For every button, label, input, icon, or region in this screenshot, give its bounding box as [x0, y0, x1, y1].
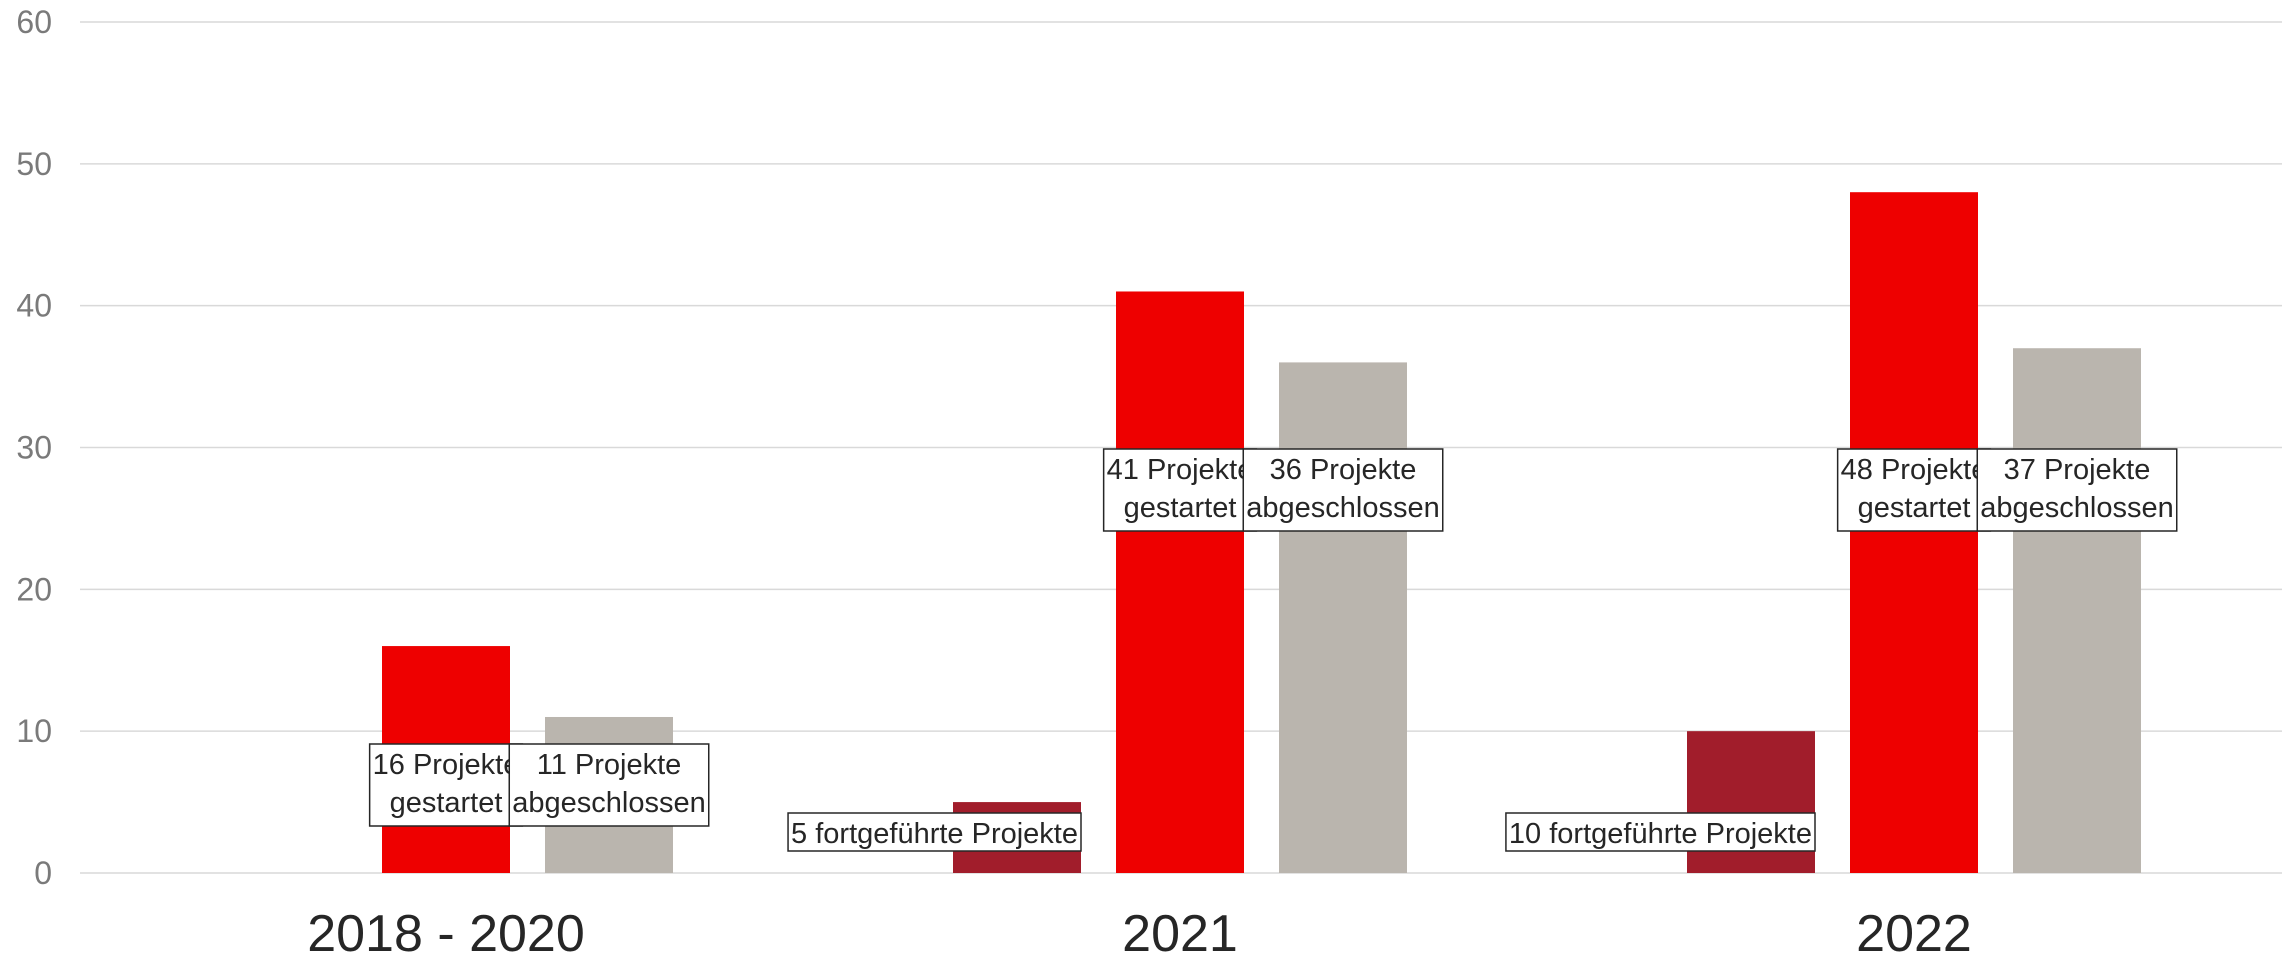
data-label-gestartet: 16 Projekte gestartet: [368, 743, 524, 827]
data-label-text: abgeschlossen: [512, 787, 705, 819]
y-tick-label: 30: [16, 430, 52, 466]
data-label-gestartet: 48 Projekte gestartet: [1836, 448, 1992, 532]
data-label-abgeschlossen: 11 Projekte abgeschlossen: [508, 743, 710, 827]
data-label-text: 48 Projekte: [1841, 454, 1988, 486]
data-label-text: 10 fortgeführte Projekte: [1509, 818, 1812, 850]
bar-layer: [382, 192, 2141, 873]
bar-abgeschlossen: [1279, 362, 1407, 873]
data-label-text: 37 Projekte: [2004, 454, 2151, 486]
data-label-abgeschlossen: 37 Projekte abgeschlossen: [1976, 448, 2178, 532]
data-label-text: 11 Projekte: [537, 749, 682, 781]
y-tick-label: 40: [16, 288, 52, 324]
data-label-box: [787, 812, 1082, 852]
y-tick-label: 50: [16, 146, 52, 182]
x-category-label: 2018 - 2020: [307, 905, 585, 960]
data-label-abgeschlossen: 36 Projekte abgeschlossen: [1242, 448, 1444, 532]
data-label-text: abgeschlossen: [1980, 492, 2173, 524]
x-category-label: 2021: [1122, 905, 1238, 960]
data-label-box: [1102, 448, 1258, 532]
data-label-text: abgeschlossen: [1246, 492, 1439, 524]
data-label-box: [368, 743, 524, 827]
label-layer: 5 fortgeführte Projekte 10 fortgeführte P…: [368, 448, 2178, 852]
y-tick-label: 0: [34, 855, 52, 891]
x-category-label: 2022: [1856, 905, 1972, 960]
data-label-text: 41 Projekte: [1107, 454, 1254, 486]
data-label-text: 16 Projekte: [373, 749, 520, 781]
data-label-text: gestartet: [1858, 492, 1971, 524]
bar-abgeschlossen: [2013, 348, 2141, 873]
y-tick-label: 20: [16, 571, 52, 607]
data-label-text: gestartet: [390, 787, 503, 819]
axis-layer: 0 10 20 30 40 50 60 2018 - 2020 2021 2022: [16, 4, 1971, 960]
data-label-text: 5 fortgeführte Projekte: [791, 818, 1078, 850]
y-tick-label: 60: [16, 4, 52, 40]
data-label-box: [1505, 812, 1816, 852]
data-label-box: [1976, 448, 2178, 532]
data-label-text: 36 Projekte: [1270, 454, 1417, 486]
data-label-box: [508, 743, 710, 827]
y-tick-label: 10: [16, 713, 52, 749]
data-label-fortgefuehrt: 5 fortgeführte Projekte: [787, 812, 1082, 852]
bar-gestartet: [1850, 192, 1978, 873]
data-label-text: gestartet: [1124, 492, 1237, 524]
bar-gestartet: [1116, 291, 1244, 873]
data-label-box: [1836, 448, 1992, 532]
data-label-fortgefuehrt: 10 fortgeführte Projekte: [1505, 812, 1816, 852]
data-label-gestartet: 41 Projekte gestartet: [1102, 448, 1258, 532]
data-label-box: [1242, 448, 1444, 532]
